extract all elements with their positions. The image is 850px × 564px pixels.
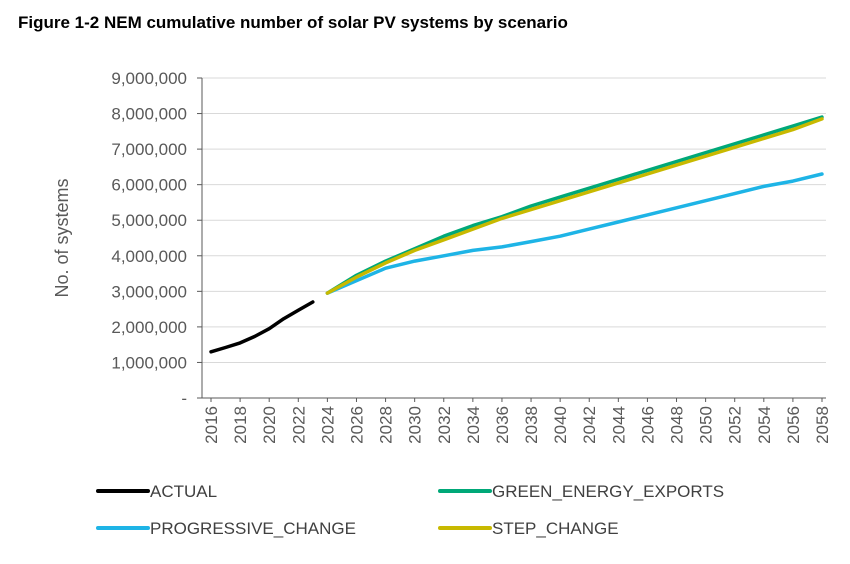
y-tick-label: 2,000,000 [111, 318, 187, 337]
x-tick-label: 2036 [493, 406, 512, 444]
y-tick-label: 3,000,000 [111, 282, 187, 301]
x-tick-label: 2020 [260, 406, 279, 444]
x-tick-label: 2024 [318, 406, 337, 444]
x-axis-ticks: 2016 2018 2020 2022 2024 2026 2028 2030 2032 2034… [202, 398, 832, 444]
series-line-step-change [325, 117, 824, 295]
x-tick-label: 2056 [784, 406, 803, 444]
y-tick-label: 7,000,000 [111, 140, 187, 159]
x-tick-label: 2046 [638, 406, 657, 444]
legend-item-step-change: STEP_CHANGE [438, 519, 619, 538]
x-tick-label: 2016 [202, 406, 221, 444]
legend: ACTUAL GREEN_ENERGY_EXPORTS PROGRESSIVE_CH… [96, 482, 724, 538]
axes [201, 78, 826, 399]
y-tick-label: 9,000,000 [111, 69, 187, 88]
x-tick-label: 2022 [289, 406, 308, 444]
x-tick-label: 2058 [813, 406, 832, 444]
series-line-actual [209, 300, 315, 354]
x-tick-label: 2032 [435, 406, 454, 444]
y-tick-label: 5,000,000 [111, 211, 187, 230]
x-tick-label: 2048 [668, 406, 687, 444]
x-tick-label: 2044 [609, 406, 628, 444]
y-tick-label: 6,000,000 [111, 176, 187, 195]
x-tick-label: 2034 [464, 406, 483, 444]
x-tick-label: 2052 [726, 406, 745, 444]
x-tick-label: 2018 [231, 406, 250, 444]
legend-item-progressive-change: PROGRESSIVE_CHANGE [96, 519, 356, 538]
y-axis-ticks: - 1,000,000 2,000,000 3,000,000 4,000,000 5,0… [111, 69, 202, 408]
legend-label: STEP_CHANGE [492, 519, 619, 538]
gridlines [202, 77, 826, 363]
series-lines [209, 115, 824, 354]
legend-label: PROGRESSIVE_CHANGE [150, 519, 356, 538]
legend-label: GREEN_ENERGY_EXPORTS [492, 482, 724, 501]
x-tick-label: 2026 [347, 406, 366, 444]
x-tick-label: 2040 [551, 406, 570, 444]
y-tick-label: - [181, 389, 187, 408]
x-tick-label: 2042 [580, 406, 599, 444]
legend-label: ACTUAL [150, 482, 217, 501]
y-tick-label: 1,000,000 [111, 353, 187, 372]
x-tick-label: 2038 [522, 406, 541, 444]
figure-title: Figure 1-2 NEM cumulative number of sola… [18, 13, 568, 32]
series-line-progressive-change [325, 172, 824, 295]
legend-item-green-energy-exports: GREEN_ENERGY_EXPORTS [438, 482, 724, 501]
x-tick-label: 2028 [377, 406, 396, 444]
legend-item-actual: ACTUAL [96, 482, 217, 501]
x-tick-label: 2050 [697, 406, 716, 444]
y-axis-label: No. of systems [52, 178, 72, 297]
y-tick-label: 8,000,000 [111, 105, 187, 124]
x-tick-label: 2054 [755, 406, 774, 444]
x-tick-label: 2030 [406, 406, 425, 444]
y-tick-label: 4,000,000 [111, 247, 187, 266]
